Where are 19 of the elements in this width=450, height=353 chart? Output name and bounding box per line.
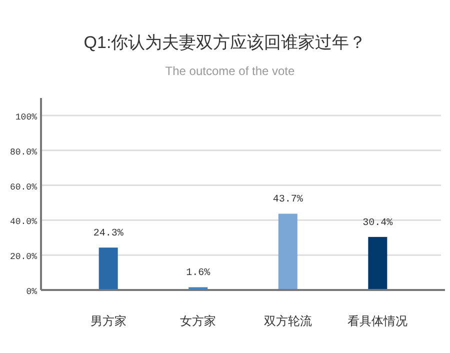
- data-label: 1.6%: [186, 268, 210, 280]
- x-tick-label: 双方轮流: [264, 314, 312, 328]
- y-tick-label: 100%: [15, 112, 38, 122]
- data-label: 24.3%: [93, 228, 124, 240]
- y-tick-label: 20.0%: [10, 252, 38, 262]
- chart-subtitle: The outcome of the vote: [165, 64, 296, 78]
- chart-title: Q1:你认为夫妻双方应该回谁家过年？: [84, 33, 366, 52]
- y-tick-label: 40.0%: [10, 217, 38, 228]
- data-label: 43.7%: [272, 194, 303, 206]
- bar: [278, 214, 298, 290]
- data-label: 30.4%: [362, 218, 393, 229]
- y-tick-label: 80.0%: [10, 147, 38, 158]
- y-tick-label: 0%: [26, 287, 38, 297]
- x-tick-label: 女方家: [180, 314, 216, 328]
- x-tick-label: 看具体情况: [348, 314, 408, 328]
- bar: [98, 248, 118, 290]
- y-tick-label: 60.0%: [10, 182, 38, 192]
- x-tick-label: 男方家: [90, 314, 126, 328]
- bar: [368, 236, 388, 290]
